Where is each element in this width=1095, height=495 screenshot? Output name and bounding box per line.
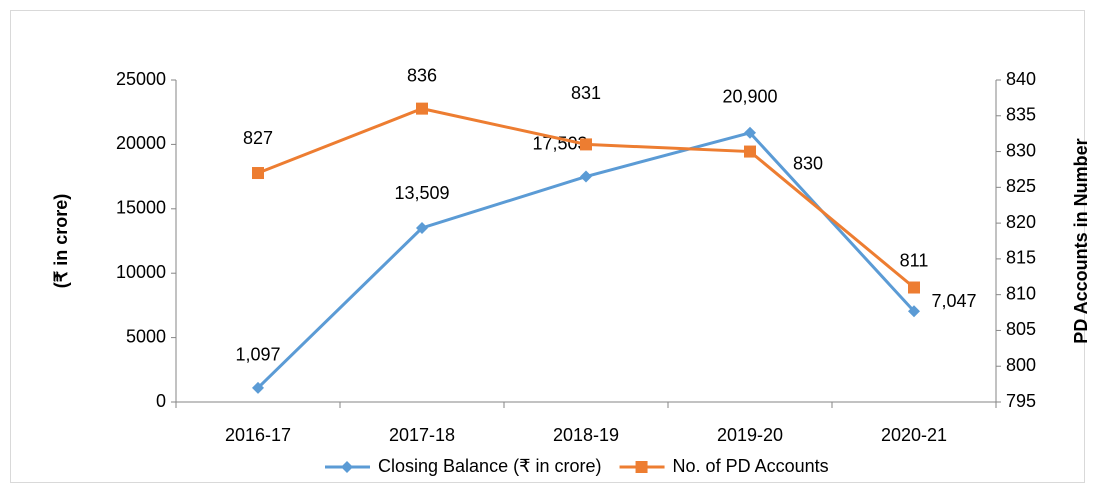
data-label: 827 xyxy=(243,128,273,148)
data-point xyxy=(580,170,592,183)
y2-tick-label: 800 xyxy=(1006,355,1036,375)
y-tick-label: 0 xyxy=(156,391,166,411)
y-tick-label: 5000 xyxy=(126,326,166,346)
data-point xyxy=(744,126,756,139)
x-tick-label: 2020-21 xyxy=(881,425,947,445)
legend-marker xyxy=(341,461,353,473)
y-axis-label: (₹ in crore) xyxy=(51,194,71,288)
y-tick-label: 25000 xyxy=(116,69,166,89)
legend-label: Closing Balance (₹ in crore) xyxy=(378,456,602,476)
y2-tick-label: 840 xyxy=(1006,69,1036,89)
y2-tick-label: 830 xyxy=(1006,140,1036,160)
data-label: 811 xyxy=(900,250,929,270)
x-tick-label: 2017-18 xyxy=(389,425,455,445)
y-tick-label: 10000 xyxy=(116,262,166,282)
data-label: 830 xyxy=(793,153,823,173)
data-point xyxy=(580,138,592,151)
y2-axis-label: PD Accounts in Number xyxy=(1071,138,1091,343)
data-label: 17,503 xyxy=(532,133,587,153)
y2-tick-label: 820 xyxy=(1006,212,1036,232)
data-label: 836 xyxy=(407,65,437,85)
data-point xyxy=(252,167,264,180)
data-point xyxy=(252,381,264,394)
data-point xyxy=(908,281,920,294)
data-point xyxy=(908,305,920,318)
y-tick-label: 20000 xyxy=(116,133,166,153)
data-label: 13,509 xyxy=(394,183,449,203)
chart-frame xyxy=(10,10,1085,483)
y2-tick-label: 795 xyxy=(1006,391,1036,411)
legend-label: No. of PD Accounts xyxy=(673,456,829,476)
y2-tick-label: 810 xyxy=(1006,283,1036,303)
x-tick-label: 2018-19 xyxy=(553,425,619,445)
data-point xyxy=(744,145,756,158)
data-label: 7,047 xyxy=(931,291,976,311)
y-tick-label: 15000 xyxy=(116,198,166,218)
data-label: 20,900 xyxy=(722,87,777,107)
data-point xyxy=(416,102,428,115)
data-label: 831 xyxy=(571,83,601,103)
y2-tick-label: 825 xyxy=(1006,176,1036,196)
y2-tick-label: 815 xyxy=(1006,248,1036,268)
x-tick-label: 2016-17 xyxy=(225,425,291,445)
x-tick-label: 2019-20 xyxy=(717,425,783,445)
legend-marker xyxy=(635,461,648,473)
data-label: 1,097 xyxy=(235,345,280,365)
y2-tick-label: 835 xyxy=(1006,105,1036,125)
data-point xyxy=(416,222,428,235)
y2-tick-label: 805 xyxy=(1006,319,1036,339)
